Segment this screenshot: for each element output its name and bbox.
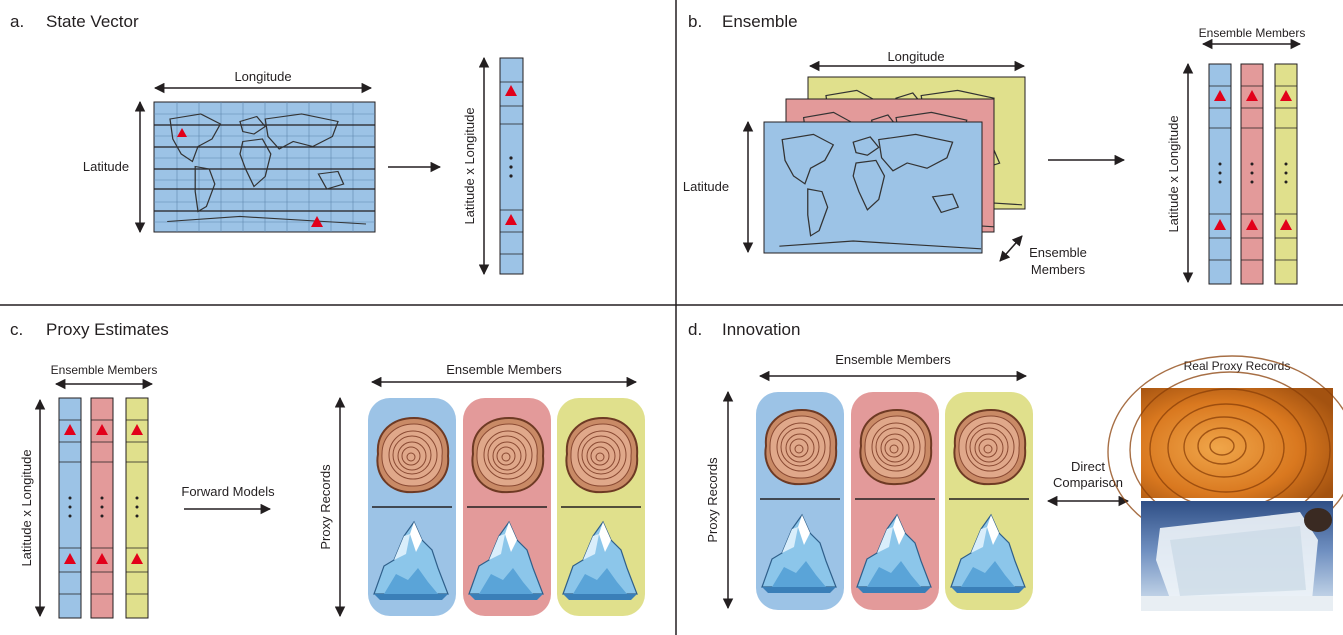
panel-c-title: Proxy Estimates	[46, 320, 169, 339]
world-map	[153, 101, 376, 233]
tree-ring-icon	[764, 409, 838, 486]
panel-a: a. State Vector Longitude Latitude	[10, 12, 524, 276]
vector-red	[1240, 63, 1264, 285]
panel-d-letter: d.	[688, 320, 702, 339]
map-triangle-south	[311, 216, 323, 227]
panel-b-title: Ensemble	[722, 12, 798, 31]
members-label: Ensemble Members	[835, 352, 951, 367]
tree-ring-icon	[471, 417, 545, 494]
vector-blue	[1208, 63, 1232, 285]
comparison-label-line2: Comparison	[1053, 475, 1123, 490]
card-red	[851, 392, 939, 610]
members-label: Ensemble Members	[1199, 26, 1306, 40]
map-blue	[763, 121, 983, 254]
forward-models-label: Forward Models	[181, 484, 275, 499]
card-blue	[368, 398, 456, 616]
members-label-right: Ensemble Members	[446, 362, 562, 377]
vector-triangle-bottom	[505, 214, 517, 225]
ensemble-depth-arrow	[999, 235, 1023, 262]
vector-red	[90, 397, 114, 619]
proxy-label: Proxy Records	[318, 464, 333, 550]
vector-label: Latitude x Longitude	[462, 107, 477, 224]
map-stack	[763, 76, 1026, 254]
ensemble-vectors	[58, 397, 149, 619]
longitude-label: Longitude	[234, 69, 291, 84]
vector-triangle-top	[505, 85, 517, 96]
members-label-left: Ensemble Members	[51, 363, 158, 377]
latitude-label: Latitude	[683, 179, 729, 194]
proxy-label: Proxy Records	[705, 457, 720, 543]
state-vector	[499, 57, 524, 275]
card-yellow	[557, 398, 645, 616]
panel-d-title: Innovation	[722, 320, 800, 339]
card-yellow	[945, 392, 1033, 610]
panel-a-letter: a.	[10, 12, 24, 31]
panel-c: c. Proxy Estimates Ensemble Members Lati…	[10, 320, 645, 619]
panel-b-letter: b.	[688, 12, 702, 31]
latitude-label: Latitude	[83, 159, 129, 174]
ensemble-vectors	[1208, 63, 1298, 285]
longitude-label: Longitude	[887, 49, 944, 64]
panel-d: d. Innovation Ensemble Members Proxy Rec…	[688, 320, 1343, 611]
real-proxy-label: Real Proxy Records	[1184, 359, 1291, 373]
tree-ring-icon	[953, 409, 1027, 486]
vector-label: Latitude x Longitude	[19, 449, 34, 566]
vector-yellow	[125, 397, 149, 619]
panel-a-title: State Vector	[46, 12, 139, 31]
proxy-estimate-cards	[756, 392, 1033, 610]
map-triangle-north	[177, 128, 187, 137]
tree-ring-icon	[565, 417, 639, 494]
vector-label: Latitude x Longitude	[1166, 115, 1181, 232]
card-red	[463, 398, 551, 616]
comparison-label-line1: Direct	[1071, 459, 1105, 474]
panel-b: b. Ensemble Longitude Latitude Ensemble …	[683, 12, 1306, 285]
vector-yellow	[1274, 63, 1298, 285]
tree-ring-icon	[859, 409, 933, 486]
ensemble-label-line2: Members	[1031, 262, 1086, 277]
ensemble-label-line1: Ensemble	[1029, 245, 1087, 260]
tree-ring-photo	[1107, 355, 1343, 549]
proxy-estimate-cards	[368, 398, 645, 616]
card-blue	[756, 392, 844, 610]
panel-c-letter: c.	[10, 320, 23, 339]
vector-blue	[58, 397, 82, 619]
tree-ring-icon	[376, 417, 450, 494]
ice-core-photo	[1141, 501, 1333, 611]
